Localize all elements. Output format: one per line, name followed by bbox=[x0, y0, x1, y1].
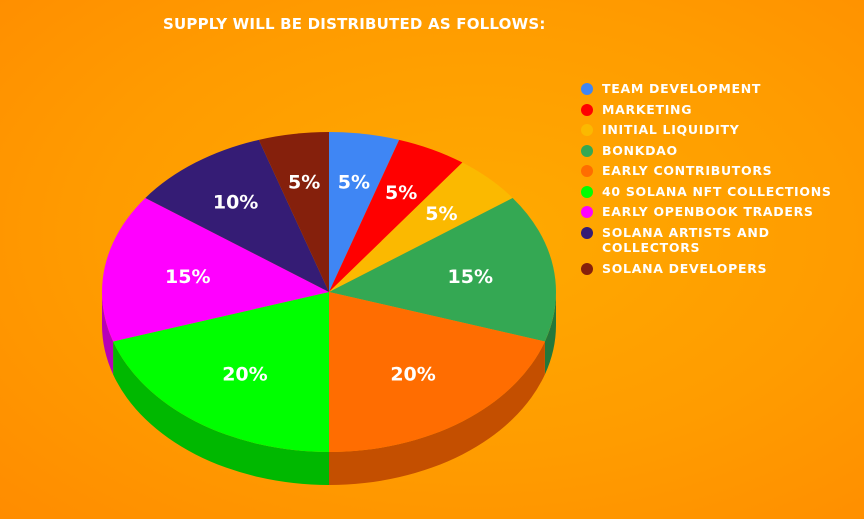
legend-swatch bbox=[581, 206, 593, 218]
legend-item-marketing: MARKETING bbox=[581, 102, 861, 118]
slice-label-early-openbook-traders: 15% bbox=[165, 266, 210, 288]
pie-slice-bonkdao bbox=[329, 197, 556, 342]
slice-label-solana-artists-and-collectors: 10% bbox=[213, 191, 258, 213]
pie-side-40-solana-nft-collections bbox=[113, 341, 329, 485]
page-title: SUPPLY WILL BE DISTRIBUTED AS FOLLOWS: bbox=[163, 15, 546, 33]
legend-item-40-solana-nft-collections: 40 SOLANA NFT COLLECTIONS bbox=[581, 184, 861, 200]
slice-label-team-development: 5% bbox=[338, 171, 370, 193]
pie-slice-team-development bbox=[329, 132, 400, 292]
legend-swatch bbox=[581, 185, 593, 198]
legend-item-early-openbook-traders: EARLY OPENBOOK TRADERS bbox=[581, 204, 861, 220]
legend-label: SOLANA DEVELOPERS bbox=[602, 260, 768, 276]
slice-label-early-contributors: 20% bbox=[390, 364, 435, 386]
legend-label: 40 SOLANA NFT COLLECTIONS bbox=[602, 183, 832, 199]
legend-label: EARLY OPENBOOK TRADERS bbox=[602, 204, 814, 219]
legend-swatch bbox=[581, 262, 593, 275]
legend-swatch bbox=[581, 103, 593, 116]
pie-slice-solana-developers bbox=[258, 132, 329, 292]
pie-side-early-contributors bbox=[329, 341, 545, 485]
slice-label-initial-liquidity: 5% bbox=[425, 203, 457, 225]
legend-item-solana-developers: SOLANA DEVELOPERS bbox=[581, 261, 861, 277]
legend-item-solana-artists-and-collectors: SOLANA ARTISTS AND COLLECTORS bbox=[581, 225, 861, 256]
pie-slice-solana-artists-and-collectors bbox=[145, 139, 329, 292]
slice-label-solana-developers: 5% bbox=[288, 171, 320, 193]
chart-legend: TEAM DEVELOPMENT MARKETING INITIAL LIQUIDI… bbox=[581, 81, 861, 281]
legend-label: MARKETING bbox=[602, 101, 693, 117]
legend-item-team-development: TEAM DEVELOPMENT bbox=[581, 81, 861, 97]
legend-item-initial-liquidity: INITIAL LIQUIDITY bbox=[581, 122, 861, 138]
pie-slice-marketing bbox=[329, 139, 463, 292]
slice-label-40-solana-nft-collections: 20% bbox=[222, 364, 267, 386]
legend-swatch bbox=[581, 226, 593, 239]
legend-label: BONKDAO bbox=[602, 142, 678, 158]
legend-label: EARLY CONTRIBUTORS bbox=[602, 163, 773, 178]
legend-label: INITIAL LIQUIDITY bbox=[602, 122, 740, 137]
pie-slice-initial-liquidity bbox=[329, 162, 513, 292]
pie-side-early-openbook-traders bbox=[102, 292, 114, 375]
slice-label-bonkdao: 15% bbox=[448, 266, 493, 288]
pie-slice-40-solana-nft-collections bbox=[113, 292, 329, 452]
legend-swatch bbox=[581, 165, 593, 177]
pie-slice-early-contributors bbox=[329, 292, 545, 452]
legend-item-bonkdao: BONKDAO bbox=[581, 143, 861, 159]
slice-label-marketing: 5% bbox=[385, 182, 417, 204]
legend-swatch bbox=[581, 144, 593, 157]
legend-swatch bbox=[581, 124, 593, 136]
pie-slice-early-openbook-traders bbox=[101, 197, 329, 342]
legend-label: SOLANA ARTISTS AND COLLECTORS bbox=[602, 224, 770, 256]
pie-side-bonkdao bbox=[544, 292, 556, 375]
legend-swatch bbox=[581, 83, 593, 95]
legend-label: TEAM DEVELOPMENT bbox=[602, 81, 762, 96]
legend-item-early-contributors: EARLY CONTRIBUTORS bbox=[581, 163, 861, 179]
